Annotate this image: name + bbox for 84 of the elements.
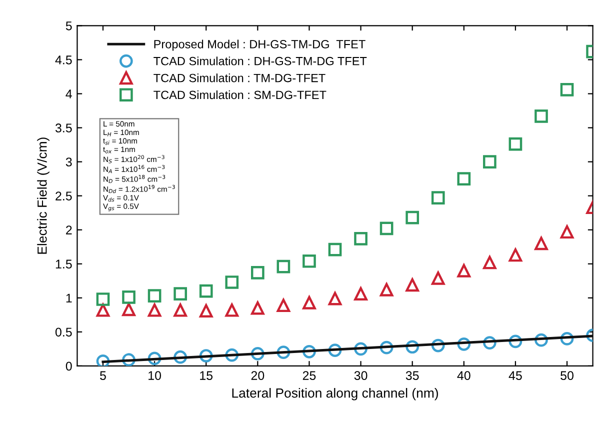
point xyxy=(148,303,162,317)
legend-label: TCAD Simulation : TM-DG-TFET xyxy=(154,74,326,82)
point xyxy=(122,290,136,304)
point xyxy=(251,266,264,280)
y-tick-label: 2.5 xyxy=(56,192,72,200)
point xyxy=(457,264,471,278)
point xyxy=(534,236,548,250)
y-axis-title: Electric Field (V/cm) xyxy=(37,138,50,254)
point xyxy=(328,344,342,357)
point xyxy=(483,155,496,168)
point xyxy=(199,284,213,298)
point xyxy=(302,254,316,268)
legend-label: TCAD Simulation : DH-GS-TM-DG TFET xyxy=(154,56,367,66)
point xyxy=(508,248,522,262)
point xyxy=(457,338,471,351)
point xyxy=(251,347,264,360)
y-tick-label: 4.5 xyxy=(55,56,72,64)
point xyxy=(560,82,574,96)
point xyxy=(508,334,522,348)
y-tick-label: 3 xyxy=(66,158,72,166)
point xyxy=(225,348,239,362)
x-axis-title: Lateral Position along channel (nm) xyxy=(232,388,438,400)
point xyxy=(122,353,136,366)
point xyxy=(328,292,342,306)
point xyxy=(534,110,548,123)
point xyxy=(276,346,290,359)
point xyxy=(199,304,213,318)
y-tick-label: 3.5 xyxy=(55,124,72,132)
point xyxy=(276,260,290,274)
point xyxy=(483,256,496,270)
point xyxy=(380,340,394,354)
x-tick-label: 25 xyxy=(302,371,316,380)
point xyxy=(302,296,316,310)
x-tick-label: 35 xyxy=(406,371,419,380)
point xyxy=(406,210,420,224)
point xyxy=(483,336,496,350)
x-tick-label: 20 xyxy=(251,371,264,380)
x-tick-label: 5 xyxy=(100,371,106,380)
point xyxy=(122,302,136,316)
x-tick-label: 30 xyxy=(354,371,368,380)
y-tick-label: 4 xyxy=(66,90,72,98)
y-tick-label: 1 xyxy=(66,294,72,302)
legend-label: TCAD Simulation : SM-DG-TFET xyxy=(154,90,326,100)
point xyxy=(302,344,316,358)
point xyxy=(174,303,187,317)
y-tick-label: 0 xyxy=(66,362,72,371)
point xyxy=(354,287,368,300)
point xyxy=(406,278,420,292)
point xyxy=(174,350,187,364)
x-tick-label: 45 xyxy=(508,371,522,380)
x-tick-label: 50 xyxy=(560,371,574,380)
y-tick-label: 5 xyxy=(66,22,72,30)
point xyxy=(148,352,162,366)
point xyxy=(354,232,368,246)
point xyxy=(380,222,394,236)
y-tick-label: 1.5 xyxy=(56,260,72,269)
point xyxy=(225,276,239,289)
x-tick-label: 10 xyxy=(148,371,162,380)
legend-label: Proposed Model : DH-GS-TM-DG TFET xyxy=(154,40,366,51)
point xyxy=(328,242,342,256)
y-tick-label: 2 xyxy=(66,226,72,234)
point xyxy=(96,292,110,306)
point xyxy=(96,303,110,317)
point xyxy=(431,338,445,352)
point xyxy=(148,289,162,303)
point xyxy=(251,301,264,315)
x-tick-label: 15 xyxy=(200,371,213,380)
point xyxy=(457,172,471,186)
point xyxy=(431,191,445,205)
point xyxy=(560,225,574,239)
point xyxy=(560,332,574,346)
point xyxy=(225,303,239,317)
point xyxy=(276,298,290,312)
point xyxy=(380,283,394,296)
point xyxy=(534,333,548,347)
point xyxy=(354,342,368,356)
point xyxy=(174,287,187,300)
point xyxy=(508,137,522,151)
point xyxy=(96,354,110,366)
point xyxy=(431,271,445,285)
y-tick-label: 0.5 xyxy=(55,328,72,337)
point xyxy=(406,340,420,354)
x-tick-label: 40 xyxy=(457,371,470,380)
point xyxy=(199,349,213,362)
